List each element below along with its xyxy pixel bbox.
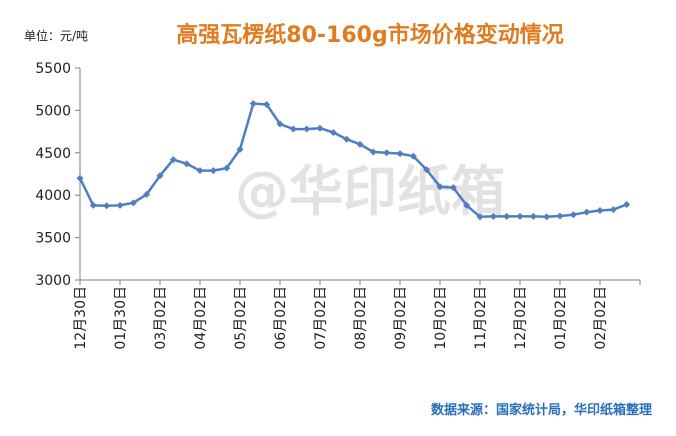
y-tick-label: 5500: [35, 61, 71, 77]
x-tick-label: 10月02日: [433, 286, 449, 350]
x-tick-label: 07月02日: [313, 286, 329, 350]
data-point-marker: [476, 213, 484, 221]
source-note: 数据来源：国家统计局，华印纸箱整理: [431, 402, 652, 418]
y-tick-label: 3000: [35, 273, 71, 289]
data-point-marker: [529, 212, 537, 220]
data-point-marker: [369, 148, 377, 156]
data-point-marker: [436, 183, 444, 191]
data-point-marker: [463, 201, 471, 209]
data-point-marker: [449, 184, 457, 192]
x-tick-label: 12月30日: [73, 286, 89, 350]
watermark: @华印纸箱: [235, 160, 505, 223]
data-point-marker: [396, 150, 404, 158]
y-tick-label: 3500: [35, 231, 71, 247]
x-tick-label: 01月02日: [553, 286, 569, 350]
data-point-marker: [76, 174, 84, 182]
y-tick-label: 4000: [35, 188, 71, 204]
unit-label: 单位：元/吨: [24, 28, 88, 43]
data-point-marker: [423, 166, 431, 174]
data-point-marker: [489, 212, 497, 220]
data-point-marker: [263, 100, 271, 108]
x-tick-label: 12月02日: [513, 286, 529, 350]
data-point-marker: [609, 206, 617, 214]
data-point-marker: [543, 213, 551, 221]
data-point-marker: [209, 167, 217, 175]
data-point-marker: [129, 199, 137, 207]
y-tick-label: 5000: [35, 103, 71, 119]
data-point-marker: [223, 164, 231, 172]
chart-title: 高强瓦楞纸80-160g市场价格变动情况: [176, 22, 563, 48]
data-point-marker: [196, 167, 204, 175]
x-tick-label: 08月02日: [353, 286, 369, 350]
data-point-marker: [503, 212, 511, 220]
series-group: [76, 100, 631, 221]
data-point-marker: [183, 160, 191, 168]
data-point-marker: [583, 208, 591, 216]
x-tick-label: 06月02日: [273, 286, 289, 350]
data-point-marker: [143, 190, 151, 198]
x-tick-label: 01月30日: [113, 286, 129, 350]
data-point-marker: [409, 152, 417, 160]
x-axis-ticks: 12月30日 01月30日 03月02日 04月02日 05月02日 06月02日 07月0…: [73, 280, 641, 350]
data-point-marker: [276, 120, 284, 128]
x-tick-label: 03月02日: [153, 286, 169, 350]
x-tick-label: 05月02日: [233, 286, 249, 350]
data-point-marker: [236, 145, 244, 153]
x-tick-label: 02月02日: [593, 286, 609, 350]
data-point-marker: [623, 201, 631, 209]
data-point-marker: [556, 212, 564, 220]
data-point-marker: [303, 125, 311, 133]
y-tick-label: 4500: [35, 146, 71, 162]
data-point-marker: [516, 212, 524, 220]
data-point-marker: [289, 125, 297, 133]
data-point-marker: [596, 206, 604, 214]
data-point-marker: [343, 135, 351, 143]
data-point-marker: [569, 211, 577, 219]
data-point-marker: [249, 100, 257, 108]
data-point-marker: [316, 124, 324, 132]
x-tick-label: 09月02日: [393, 286, 409, 350]
y-axis-ticks: 3000 3500 4000 4500 5000 5500: [35, 61, 80, 289]
data-point-marker: [329, 128, 337, 136]
data-point-marker: [356, 140, 364, 148]
data-point-marker: [103, 202, 111, 210]
data-point-marker: [156, 172, 164, 180]
x-tick-label: 04月02日: [193, 286, 209, 350]
data-point-marker: [383, 149, 391, 157]
data-point-marker: [89, 201, 97, 209]
data-point-marker: [116, 201, 124, 209]
data-point-marker: [169, 156, 177, 164]
x-tick-label: 11月02日: [473, 286, 489, 350]
